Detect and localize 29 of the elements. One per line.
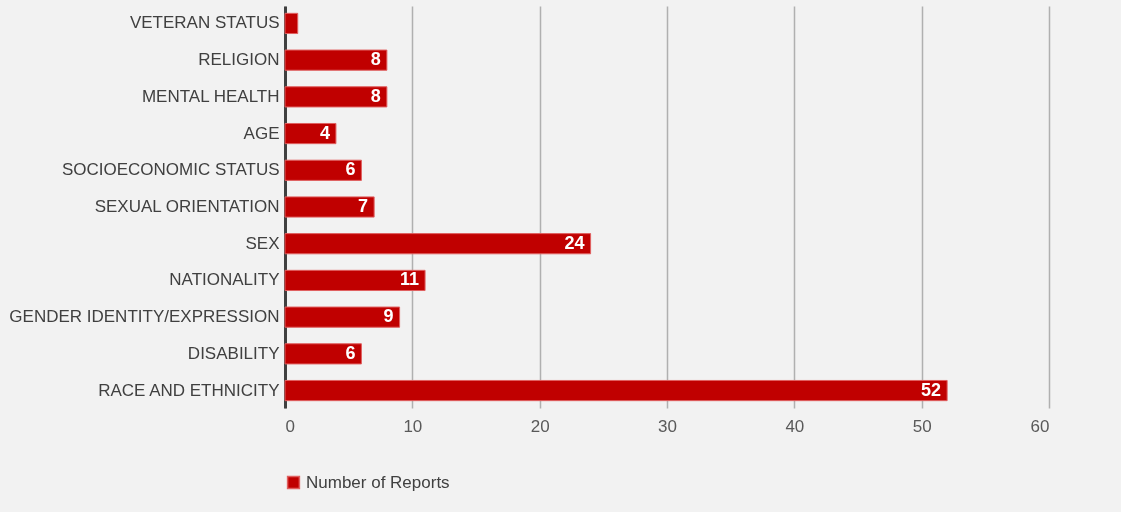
y-tick-label: RELIGION	[198, 50, 280, 70]
data-label: 11	[400, 269, 420, 290]
legend-label: Number of Reports	[306, 472, 450, 492]
y-tick-label: AGE	[243, 123, 280, 143]
data-label: 9	[383, 306, 394, 327]
y-tick-label: SOCIOECONOMIC STATUS	[61, 160, 280, 180]
x-tick-label: 10	[403, 416, 423, 436]
data-label: 6	[345, 342, 356, 363]
x-tick-label: 0	[285, 416, 295, 436]
y-tick-label: MENTAL HEALTH	[141, 86, 280, 106]
data-label: 52	[921, 379, 942, 400]
data-label: 6	[345, 159, 356, 180]
y-tick-label: RACE AND ETHNICITY	[98, 380, 280, 400]
y-tick-label: SEX	[245, 233, 280, 253]
x-tick-label: 50	[912, 416, 932, 436]
y-tick-label: DISABILITY	[187, 343, 280, 363]
y-tick-label: SEXUAL ORIENTATION	[94, 197, 280, 216]
y-tick-label: GENDER IDENTITY/EXPRESSION	[9, 307, 280, 327]
x-tick-label: 30	[658, 416, 677, 436]
data-label: 4	[319, 122, 330, 143]
data-label: 8	[370, 85, 381, 106]
x-tick-label: 60	[1030, 416, 1050, 436]
x-tick-label: 20	[530, 416, 550, 436]
data-label: 7	[358, 196, 369, 216]
data-label: 8	[370, 49, 381, 70]
x-tick-label: 40	[785, 416, 805, 436]
data-label: 24	[564, 232, 585, 253]
y-tick-label: VETERAN STATUS	[129, 13, 280, 33]
y-tick-label: NATIONALITY	[169, 270, 280, 290]
